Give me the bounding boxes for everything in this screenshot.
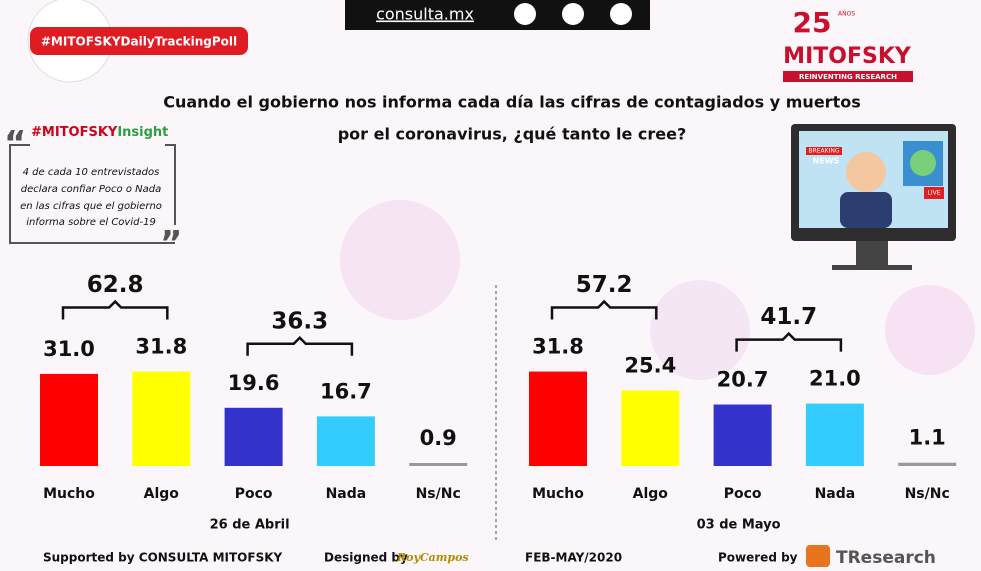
x-tick-label: Algo: [144, 486, 180, 502]
tv-news: NEWS: [813, 157, 840, 166]
value-label: 20.7: [717, 368, 769, 392]
virus-decor: [885, 285, 975, 375]
logo-tagline-bar: [783, 71, 913, 82]
tv-base: [832, 265, 912, 270]
insight-text: 4 de cada 10 entrevistados declara confi…: [20, 167, 162, 228]
value-label: 31.0: [43, 337, 95, 361]
bar: [529, 371, 587, 466]
bar: [621, 390, 680, 466]
facebook-icon[interactable]: [562, 3, 584, 25]
logo-years-label: AÑOS: [838, 11, 855, 18]
virus-decor: [650, 280, 750, 380]
quote-close: ”: [160, 224, 182, 264]
value-label: 16.7: [320, 379, 372, 403]
anchor-head: [846, 152, 886, 192]
tv-stand: [856, 241, 888, 266]
twitter-icon[interactable]: [514, 3, 536, 25]
insight-brand: #MITOFSKY: [31, 125, 118, 140]
tv-live: LIVE: [927, 190, 940, 197]
hashtag: #MITOFSKYDailyTrackingPoll: [41, 35, 237, 49]
youtube-icon[interactable]: [610, 3, 632, 25]
footer-powered-brand: TResearch: [836, 548, 936, 568]
insight-frame: [9, 144, 176, 244]
logo: MITOFSKY: [783, 44, 912, 69]
insight-line: en las cifras que el gobierno: [20, 201, 162, 212]
virus-decor: [340, 200, 460, 320]
value-label: 25.4: [624, 354, 676, 378]
x-axis-label: 03 de Mayo: [697, 518, 781, 533]
group-total: 36.3: [271, 308, 328, 334]
live-tag: [924, 187, 944, 199]
x-tick-label: Poco: [235, 486, 273, 502]
value-label: 1.1: [909, 426, 946, 450]
tv-breaking: BREAKING: [808, 148, 839, 155]
x-tick-label: Ns/Nc: [416, 486, 461, 502]
x-tick-label: Ns/Nc: [905, 486, 950, 502]
title-line: Cuando el gobierno nos informa cada día …: [163, 93, 860, 112]
tv-globe: [910, 150, 936, 176]
group-total: 62.8: [87, 272, 144, 298]
insight-tag: #MITOFSKYInsight: [31, 125, 168, 140]
x-tick-label: Mucho: [43, 486, 95, 502]
insight-line: 4 de cada 10 entrevistados: [23, 167, 160, 178]
x-tick-label: Nada: [326, 486, 367, 502]
footer-supported: Supported by CONSULTA MITOFSKY: [43, 551, 283, 565]
footer-period: FEB-MAY/2020: [525, 551, 622, 565]
value-label: 31.8: [532, 335, 584, 359]
breaking-bar: [806, 147, 842, 155]
bar: [132, 371, 191, 466]
bracket: [61, 299, 169, 320]
x-tick-label: Nada: [815, 486, 856, 502]
bracket: [735, 331, 843, 352]
value-label: 0.9: [420, 426, 457, 450]
insight-line: declara confiar Poco o Nada: [21, 184, 161, 195]
value-label: 31.8: [135, 335, 187, 359]
logo-years: 25: [793, 6, 832, 39]
value-label: 21.0: [809, 367, 861, 391]
bracket: [550, 299, 658, 320]
site[interactable]: consulta.mx: [376, 5, 474, 24]
tresearch-icon: [806, 545, 830, 567]
insight-word: Insight: [117, 125, 168, 140]
x-tick-label: Poco: [724, 486, 762, 502]
logo-tagline: REINVENTING RESEARCH: [799, 73, 897, 81]
bar: [898, 462, 957, 466]
group-total: 41.7: [760, 304, 817, 330]
footer-powered: Powered by: [718, 551, 798, 565]
insight-line: informa sobre el Covid-19: [26, 217, 156, 228]
footer-designer: RoyCampos: [396, 551, 469, 564]
group-total: 57.2: [576, 272, 633, 298]
site-bar: [345, 0, 650, 30]
value-label: 19.6: [228, 371, 280, 395]
bar: [409, 463, 468, 466]
footer: Supported by CONSULTA MITOFSKY Designed …: [43, 545, 936, 568]
quote-open: “: [4, 124, 26, 164]
x-axis-label: 26 de Abril: [210, 518, 290, 533]
bar: [316, 416, 375, 466]
footer-designed: Designed by: [324, 551, 408, 565]
hashtag-badge: [30, 27, 248, 55]
bar: [713, 404, 772, 466]
title-line: por el coronavirus, ¿qué tanto le cree?: [338, 125, 687, 144]
anchor-body: [840, 192, 892, 228]
bar: [805, 403, 864, 466]
bar: [40, 373, 98, 466]
bar: [224, 407, 283, 466]
bracket: [246, 336, 354, 356]
x-tick-label: Algo: [633, 486, 669, 502]
x-tick-label: Mucho: [532, 486, 584, 502]
